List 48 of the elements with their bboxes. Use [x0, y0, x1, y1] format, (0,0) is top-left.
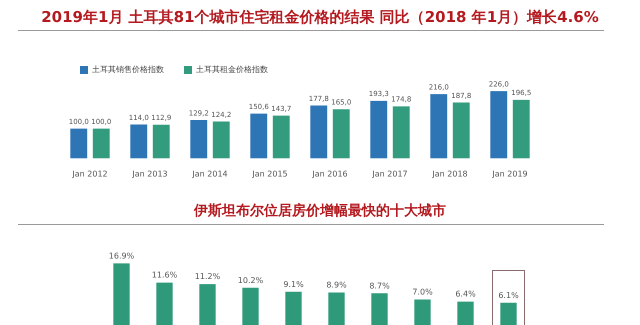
bar: [490, 91, 508, 158]
bar: [332, 109, 350, 158]
bar: [212, 121, 230, 158]
data-label: 8.7%: [369, 281, 390, 290]
bar: [199, 284, 216, 325]
bar: [310, 105, 328, 158]
legend-label: 土耳其销售价格指数: [92, 65, 164, 74]
chart-title: 伊斯坦布尔位居房价增幅最快的十大城市: [192, 202, 447, 220]
data-label: 7.0%: [412, 288, 434, 297]
bar: [250, 114, 268, 158]
bar: [414, 299, 431, 325]
bar: [70, 128, 88, 158]
x-tick-label: Jan 2016: [311, 169, 348, 178]
data-label: 8.9%: [326, 280, 348, 290]
bar: [242, 288, 259, 325]
bar: [500, 302, 517, 325]
data-label: 9.1%: [283, 280, 304, 289]
bar: [512, 100, 530, 158]
bar: [328, 292, 345, 325]
data-label: 11.6%: [152, 270, 178, 280]
bar: [130, 124, 148, 158]
bar: [452, 102, 470, 158]
x-tick-label: Jan 2019: [491, 169, 528, 178]
data-label: 6.1%: [498, 290, 520, 300]
bar: [430, 94, 448, 158]
bar: [190, 120, 208, 158]
x-tick-label: Jan 2018: [431, 169, 468, 178]
bar: [392, 106, 410, 158]
data-label: 10.2%: [238, 276, 264, 285]
bar: [457, 302, 474, 325]
chart-title: 2019年1月 土耳其81个城市住宅租金价格的结果 同比（2018 年1月）增长4.6%: [40, 8, 600, 27]
x-tick-label: Jan 2015: [251, 169, 288, 178]
data-label: 11.2%: [194, 272, 221, 282]
x-tick-label: Jan 2014: [191, 169, 228, 178]
bar: [152, 124, 170, 158]
bar: [113, 263, 130, 325]
bar: [92, 128, 110, 158]
x-tick-label: Jan 2012: [71, 169, 108, 178]
bar: [285, 292, 302, 325]
bar: [370, 100, 388, 158]
bar: [156, 282, 173, 325]
legend-label: 土耳其租金价格指数: [196, 65, 268, 74]
bar: [272, 116, 290, 158]
x-tick-label: Jan 2013: [131, 169, 168, 178]
data-label: 16.9%: [108, 251, 135, 260]
data-label: 6.4%: [455, 290, 476, 299]
bar: [371, 293, 388, 325]
x-tick-label: Jan 2017: [371, 169, 408, 178]
